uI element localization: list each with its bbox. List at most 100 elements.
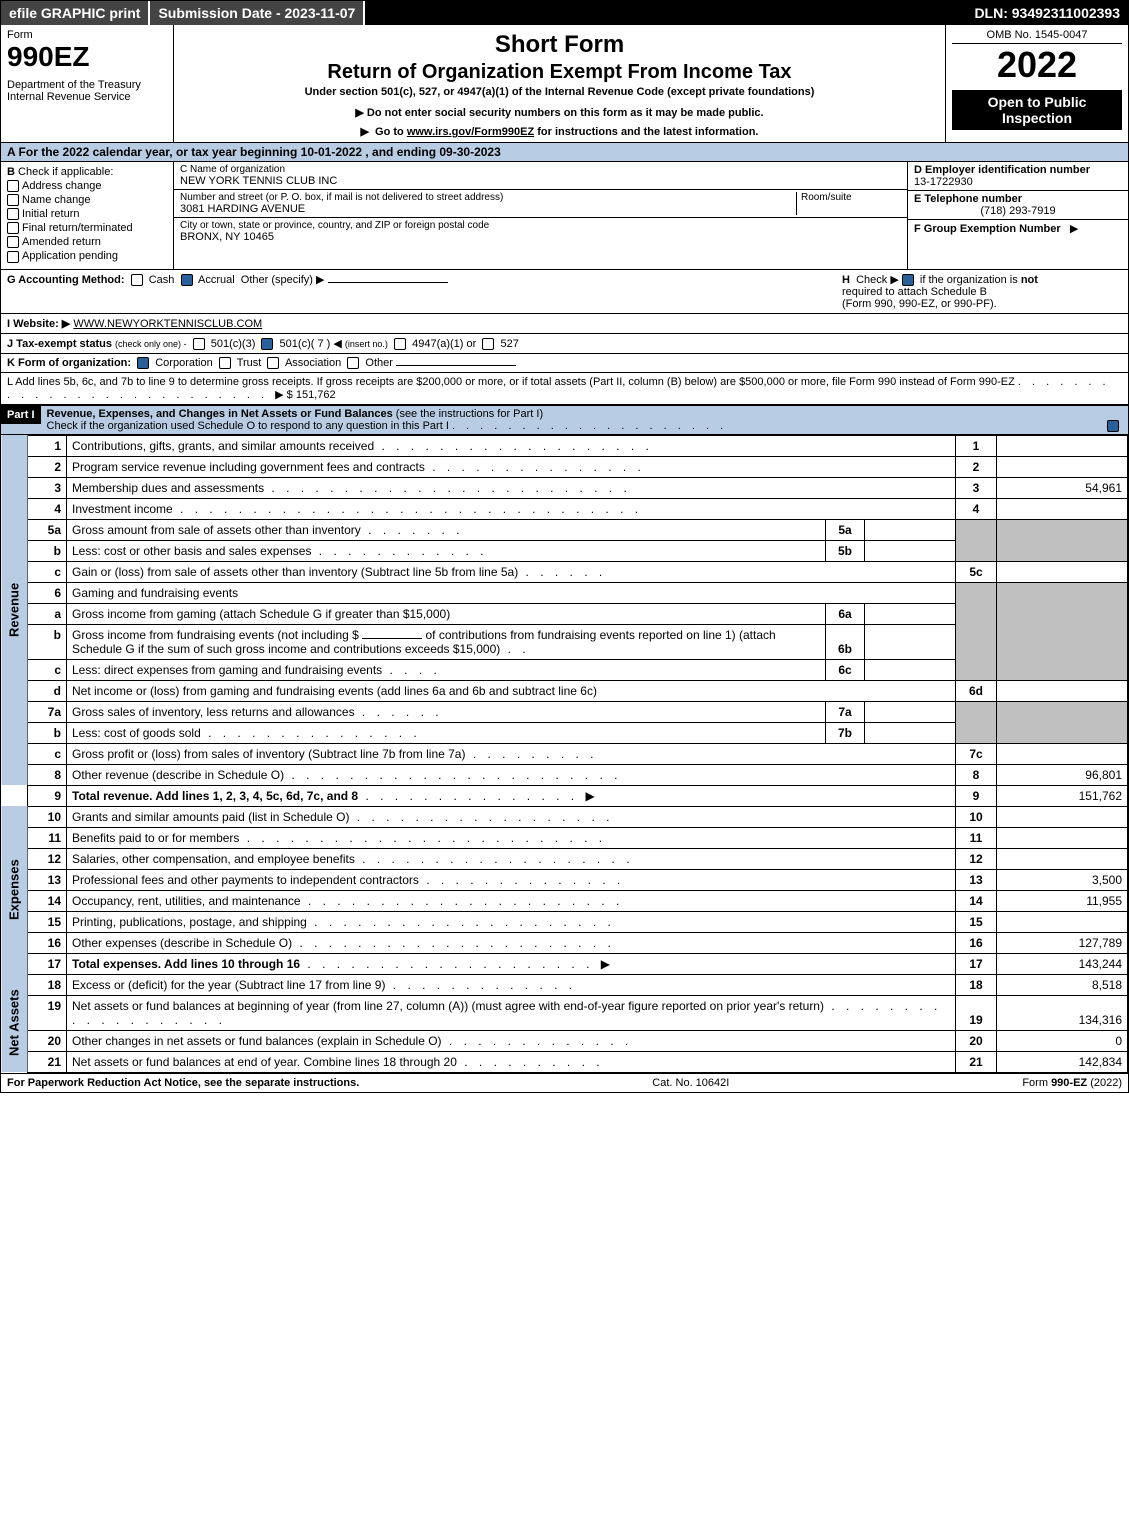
l-text: L Add lines 5b, 6c, and 7b to line 9 to …: [7, 376, 1015, 388]
org-name-label: C Name of organization: [180, 164, 901, 175]
part1-header-row: Part I Revenue, Expenses, and Changes in…: [1, 405, 1128, 435]
check-other-org[interactable]: [347, 357, 359, 369]
form-container: efile GRAPHIC print Submission Date - 20…: [0, 0, 1129, 1093]
addr-label: Number and street (or P. O. box, if mail…: [180, 192, 796, 203]
check-name-change[interactable]: Name change: [7, 194, 167, 206]
row-a-tax-year: A For the 2022 calendar year, or tax yea…: [1, 143, 1128, 162]
dept-label: Department of the Treasury: [7, 79, 167, 91]
check-501c[interactable]: [261, 338, 273, 350]
top-bar: efile GRAPHIC print Submission Date - 20…: [1, 1, 1128, 25]
check-amended-return[interactable]: Amended return: [7, 236, 167, 248]
line-8: 8 Other revenue (describe in Schedule O)…: [1, 764, 1128, 785]
line-13: 13 Professional fees and other payments …: [1, 869, 1128, 890]
line-19: 19 Net assets or fund balances at beginn…: [1, 995, 1128, 1030]
footer: For Paperwork Reduction Act Notice, see …: [1, 1073, 1128, 1092]
check-accrual[interactable]: [181, 274, 193, 286]
line-10: Expenses 10 Grants and similar amounts p…: [1, 806, 1128, 827]
city-value: BRONX, NY 10465: [180, 231, 901, 243]
return-title: Return of Organization Exempt From Incom…: [180, 61, 939, 84]
line-17: 17 Total expenses. Add lines 10 through …: [1, 953, 1128, 974]
part1-check-text: Check if the organization used Schedule …: [47, 420, 449, 432]
ein-value: 13-1722930: [914, 176, 973, 188]
part1-label: Part I: [1, 406, 41, 424]
check-assoc[interactable]: [267, 357, 279, 369]
line-12: 12 Salaries, other compensation, and emp…: [1, 848, 1128, 869]
tel-row: E Telephone number (718) 293-7919: [908, 191, 1128, 220]
room-suite-label: Room/suite: [796, 192, 901, 215]
dln-label: DLN: 93492311002393: [966, 1, 1128, 25]
section-bcd: B Check if applicable: Address change Na…: [1, 162, 1128, 270]
g-label: G Accounting Method:: [7, 274, 125, 286]
goto-link[interactable]: www.irs.gov/Form990EZ: [407, 126, 534, 138]
lines-table: Revenue 1 Contributions, gifts, grants, …: [1, 435, 1128, 1073]
line-2: 2 Program service revenue including gove…: [1, 456, 1128, 477]
row-g: G Accounting Method: Cash Accrual Other …: [7, 273, 842, 310]
check-corp[interactable]: [137, 357, 149, 369]
part1-instr: (see the instructions for Part I): [396, 408, 543, 420]
line-3: 3 Membership dues and assessments . . . …: [1, 477, 1128, 498]
section-b: B Check if applicable: Address change Na…: [1, 162, 174, 269]
b-check-label: Check if applicable:: [18, 166, 113, 178]
check-application-pending[interactable]: Application pending: [7, 250, 167, 262]
line-4: 4 Investment income . . . . . . . . . . …: [1, 498, 1128, 519]
group-row: F Group Exemption Number ▶: [908, 220, 1128, 237]
goto-line: Go to www.irs.gov/Form990EZ for instruct…: [180, 125, 939, 138]
line-6d: d Net income or (loss) from gaming and f…: [1, 680, 1128, 701]
line-14: 14 Occupancy, rent, utilities, and maint…: [1, 890, 1128, 911]
row-j: J Tax-exempt status (check only one) - 5…: [1, 334, 1128, 354]
check-h[interactable]: [902, 274, 914, 286]
ssn-warning: Do not enter social security numbers on …: [180, 106, 939, 119]
goto-prefix: Go to: [375, 126, 407, 138]
revenue-sidebar: Revenue: [1, 435, 28, 785]
line-20: 20 Other changes in net assets or fund b…: [1, 1030, 1128, 1051]
line-11: 11 Benefits paid to or for members . . .…: [1, 827, 1128, 848]
efile-print-label[interactable]: efile GRAPHIC print: [1, 1, 150, 25]
subtitle: Under section 501(c), 527, or 4947(a)(1)…: [180, 86, 939, 98]
check-527[interactable]: [482, 338, 494, 350]
goto-suffix: for instructions and the latest informat…: [537, 126, 758, 138]
line-7a: 7a Gross sales of inventory, less return…: [1, 701, 1128, 722]
form-header: Form 990EZ Department of the Treasury In…: [1, 25, 1128, 143]
open-public-inspection: Open to Public Inspection: [952, 90, 1122, 130]
check-address-change[interactable]: Address change: [7, 180, 167, 192]
city-row: City or town, state or province, country…: [174, 218, 907, 245]
row-l: L Add lines 5b, 6c, and 7b to line 9 to …: [1, 373, 1128, 405]
city-label: City or town, state or province, country…: [180, 220, 901, 231]
footer-mid: Cat. No. 10642I: [652, 1077, 729, 1089]
form-number: 990EZ: [7, 41, 167, 73]
line-1: Revenue 1 Contributions, gifts, grants, …: [1, 435, 1128, 456]
line-5a: 5a Gross amount from sale of assets othe…: [1, 519, 1128, 540]
row-h: H Check ▶ if the organization is not req…: [842, 273, 1122, 310]
footer-right: Form 990-EZ (2022): [1022, 1077, 1122, 1089]
section-c: C Name of organization NEW YORK TENNIS C…: [174, 162, 907, 269]
check-501c3[interactable]: [193, 338, 205, 350]
check-schedule-o[interactable]: [1107, 420, 1119, 432]
check-cash[interactable]: [131, 274, 143, 286]
website-link[interactable]: WWW.NEWYORKTENNISCLUB.COM: [73, 318, 262, 330]
header-left: Form 990EZ Department of the Treasury In…: [1, 25, 174, 142]
row-k: K Form of organization: Corporation Trus…: [1, 354, 1128, 373]
i-label: I Website: ▶: [7, 318, 70, 330]
check-trust[interactable]: [219, 357, 231, 369]
irs-label: Internal Revenue Service: [7, 91, 167, 103]
check-4947[interactable]: [394, 338, 406, 350]
omb-number: OMB No. 1545-0047: [952, 29, 1122, 44]
expenses-sidebar: Expenses: [1, 806, 28, 974]
ein-label: D Employer identification number: [914, 164, 1090, 176]
line-6: 6 Gaming and fundraising events: [1, 582, 1128, 603]
check-final-return[interactable]: Final return/terminated: [7, 222, 167, 234]
row-gh: G Accounting Method: Cash Accrual Other …: [1, 270, 1128, 314]
tel-value: (718) 293-7919: [914, 205, 1122, 217]
addr-row: Number and street (or P. O. box, if mail…: [174, 190, 907, 218]
tel-label: E Telephone number: [914, 193, 1022, 205]
check-initial-return[interactable]: Initial return: [7, 208, 167, 220]
netassets-sidebar: Net Assets: [1, 974, 28, 1072]
submission-date-label: Submission Date - 2023-11-07: [150, 1, 365, 25]
k-label: K Form of organization:: [7, 357, 131, 369]
h-label: H: [842, 274, 850, 286]
group-label: F Group Exemption Number: [914, 223, 1061, 235]
j-label: J Tax-exempt status: [7, 338, 112, 350]
line-21: 21 Net assets or fund balances at end of…: [1, 1051, 1128, 1072]
b-label: B: [7, 166, 15, 178]
line-9: 9 Total revenue. Add lines 1, 2, 3, 4, 5…: [1, 785, 1128, 806]
